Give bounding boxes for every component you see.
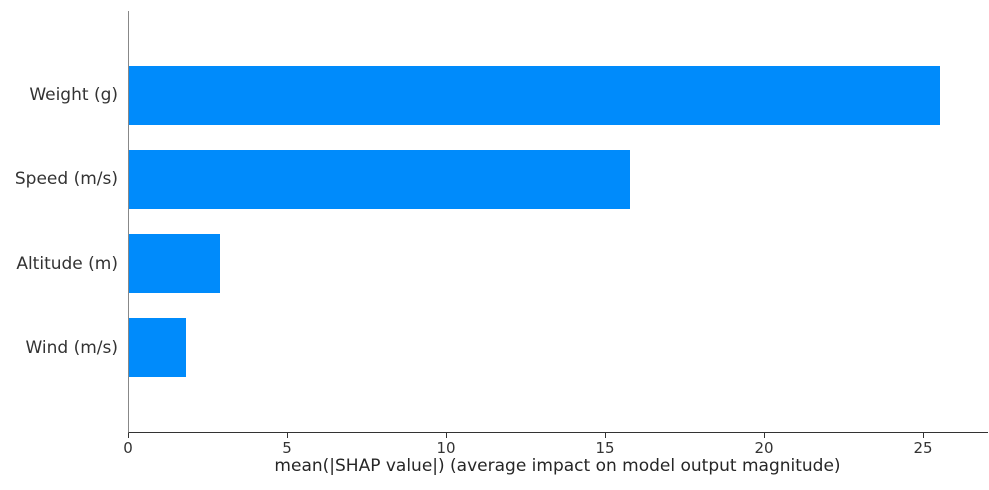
- x-tick-mark: [764, 433, 765, 438]
- bar-wind-m-s: [129, 318, 186, 377]
- x-axis-label: mean(|SHAP value|) (average impact on mo…: [274, 456, 841, 476]
- x-tick-label: 10: [436, 439, 456, 457]
- bar-weight-g: [129, 66, 940, 125]
- x-tick-mark: [128, 433, 129, 438]
- x-tick-label: 20: [754, 439, 774, 457]
- x-tick-label: 15: [595, 439, 615, 457]
- x-tick-mark: [446, 433, 447, 438]
- y-tick-label: Weight (g): [29, 85, 118, 105]
- y-tick-label: Altitude (m): [16, 254, 118, 274]
- bar-speed-m-s: [129, 150, 630, 209]
- y-tick-label: Speed (m/s): [14, 169, 118, 189]
- plot-area: [128, 11, 988, 433]
- x-tick-mark: [287, 433, 288, 438]
- x-tick-label: 5: [282, 439, 292, 457]
- y-tick-label: Wind (m/s): [25, 338, 118, 358]
- bar-altitude-m: [129, 234, 220, 293]
- x-tick-mark: [923, 433, 924, 438]
- x-tick-mark: [605, 433, 606, 438]
- x-tick-label: 25: [913, 439, 933, 457]
- x-tick-label: 0: [123, 439, 133, 457]
